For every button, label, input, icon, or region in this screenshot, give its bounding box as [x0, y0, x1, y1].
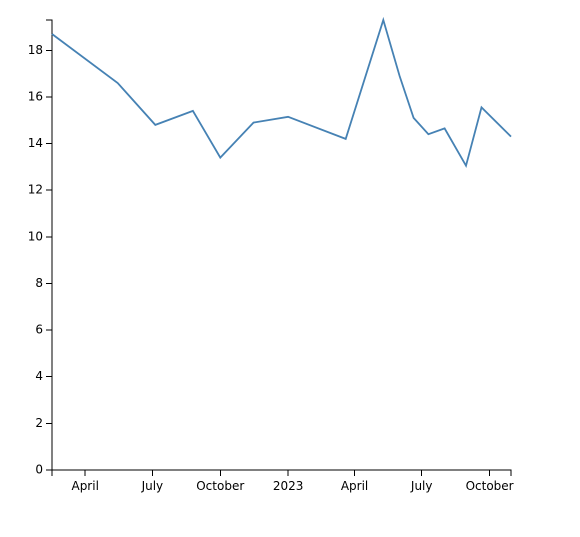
- plot-area: [51, 16, 512, 169]
- x-tick-label: July: [141, 479, 164, 493]
- x-tick-label: 2023: [273, 479, 304, 493]
- y-tick-label: 8: [35, 276, 43, 290]
- x-tick-label: April: [71, 479, 98, 493]
- y-axis-line: [46, 19, 53, 471]
- y-axis: 0 2 4 6 8 10 12 14 16 18: [28, 19, 53, 477]
- x-tick-label: April: [341, 479, 368, 493]
- y-tick-label: 6: [35, 323, 43, 337]
- y-tick-label: 0: [35, 463, 43, 477]
- y-tick-label: 10: [28, 229, 43, 243]
- y-tick-label: 12: [28, 183, 43, 197]
- y-tick-label: 14: [28, 136, 43, 150]
- x-tick-label: July: [410, 479, 433, 493]
- x-tick-label: October: [196, 479, 244, 493]
- y-tick-label: 18: [28, 43, 43, 57]
- x-axis-line: [51, 469, 512, 476]
- y-tick-label: 16: [28, 89, 43, 103]
- x-tick-label: October: [466, 479, 514, 493]
- x-axis: April July October 2023 April July October: [51, 469, 514, 493]
- y-tick-label: 4: [35, 369, 43, 383]
- series-line: [51, 16, 512, 169]
- y-tick-label: 2: [35, 416, 43, 430]
